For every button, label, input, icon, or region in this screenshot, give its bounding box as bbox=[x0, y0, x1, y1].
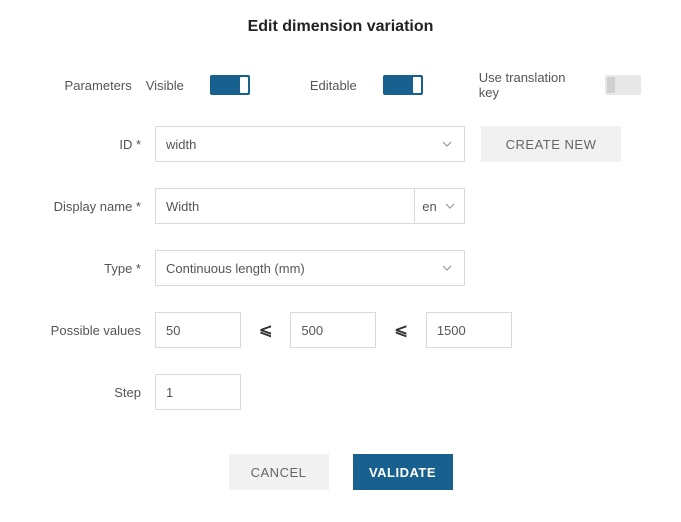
possible-values-row: Possible values ⩽ ⩽ bbox=[40, 312, 641, 348]
language-value: en bbox=[422, 199, 436, 214]
visible-label: Visible bbox=[146, 78, 184, 93]
step-row: Step bbox=[40, 374, 641, 410]
step-input[interactable] bbox=[155, 374, 241, 410]
chevron-down-icon bbox=[440, 137, 454, 151]
editable-toggle[interactable] bbox=[383, 75, 423, 95]
display-name-input[interactable] bbox=[155, 188, 415, 224]
editable-label: Editable bbox=[310, 78, 357, 93]
display-name-label: Display name * bbox=[40, 199, 155, 214]
visible-toggle[interactable] bbox=[210, 75, 250, 95]
chevron-down-icon bbox=[443, 199, 457, 213]
page-title: Edit dimension variation bbox=[40, 18, 641, 36]
footer-actions: CANCEL VALIDATE bbox=[40, 454, 641, 490]
possible-values-label: Possible values bbox=[40, 323, 155, 338]
default-value-input[interactable] bbox=[290, 312, 376, 348]
editable-toggle-group: Editable bbox=[310, 75, 423, 95]
display-name-row: Display name * en bbox=[40, 188, 641, 224]
chevron-down-icon bbox=[440, 261, 454, 275]
id-value: width bbox=[166, 137, 440, 152]
step-label: Step bbox=[40, 385, 155, 400]
parameters-label: Parameters bbox=[40, 78, 146, 93]
validate-button[interactable]: VALIDATE bbox=[353, 454, 453, 490]
translation-label: Use translation key bbox=[479, 70, 578, 100]
type-label: Type * bbox=[40, 261, 155, 276]
translation-toggle[interactable] bbox=[605, 75, 641, 95]
translation-toggle-group: Use translation key bbox=[479, 70, 641, 100]
leq-symbol-2: ⩽ bbox=[394, 320, 407, 340]
id-select[interactable]: width bbox=[155, 126, 465, 162]
language-select[interactable]: en bbox=[415, 188, 465, 224]
parameters-row: Parameters Visible Editable Use translat… bbox=[40, 70, 641, 100]
type-row: Type * Continuous length (mm) bbox=[40, 250, 641, 286]
type-value: Continuous length (mm) bbox=[166, 261, 440, 276]
dimension-variation-form: Edit dimension variation Parameters Visi… bbox=[0, 0, 681, 490]
min-value-input[interactable] bbox=[155, 312, 241, 348]
cancel-button[interactable]: CANCEL bbox=[229, 454, 329, 490]
max-value-input[interactable] bbox=[426, 312, 512, 348]
create-new-button[interactable]: CREATE NEW bbox=[481, 126, 621, 162]
type-select[interactable]: Continuous length (mm) bbox=[155, 250, 465, 286]
id-label: ID * bbox=[40, 137, 155, 152]
leq-symbol-1: ⩽ bbox=[259, 320, 272, 340]
id-row: ID * width CREATE NEW bbox=[40, 126, 641, 162]
visible-toggle-group: Visible bbox=[146, 75, 250, 95]
